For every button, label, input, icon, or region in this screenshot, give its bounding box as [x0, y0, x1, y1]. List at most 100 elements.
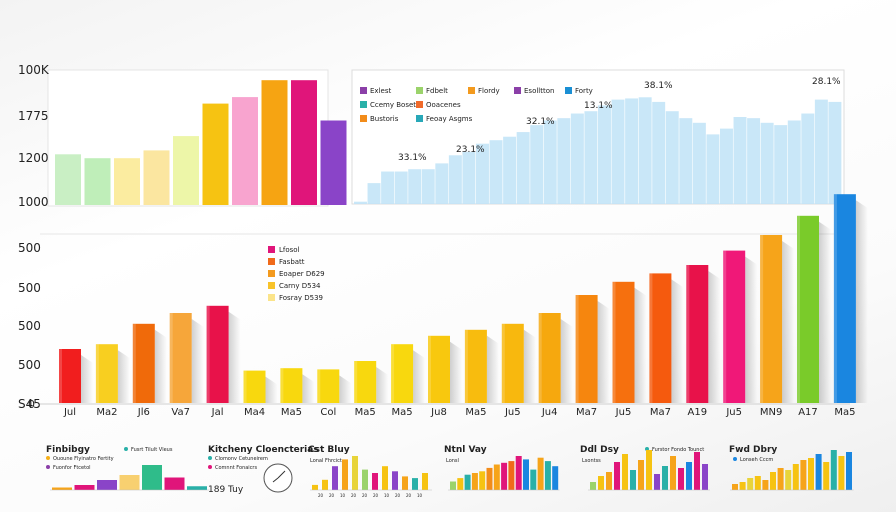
- area-column: [692, 122, 706, 204]
- bar: [575, 295, 598, 403]
- bar-shadow: [855, 200, 868, 403]
- bar-highlight: [575, 295, 579, 403]
- bar-highlight: [243, 370, 247, 403]
- annotation-label: 32.1%: [526, 117, 555, 127]
- legend-label: Forty: [575, 87, 593, 95]
- mini-bar: [646, 450, 652, 490]
- x-tick-label: Jul: [63, 407, 76, 418]
- bar: [320, 120, 347, 205]
- legend-label: Ooacenes: [426, 101, 461, 109]
- legend-label: Clomonv Cetuneirem: [215, 456, 268, 462]
- mini-bar: [523, 459, 529, 490]
- bar-shadow: [819, 221, 831, 403]
- bar: [132, 323, 155, 403]
- x-tick-label: Ma5: [355, 407, 376, 418]
- bar: [114, 158, 140, 205]
- y-tick-label: 500: [18, 319, 41, 333]
- bar-shadow: [339, 375, 352, 403]
- bar-highlight: [649, 273, 653, 403]
- mini-tick-label: 10: [340, 493, 346, 498]
- area-column: [720, 128, 733, 204]
- y-tick-label: 1200: [18, 151, 49, 165]
- bar-highlight: [169, 313, 173, 403]
- mini-bar: [662, 466, 668, 490]
- bar-highlight: [833, 194, 837, 403]
- mini-bar: [508, 461, 515, 490]
- mini-panel-title: Ddl Dsy: [580, 445, 619, 455]
- mini-tick-label: 20: [406, 493, 412, 498]
- bar-shadow: [117, 350, 130, 403]
- legend-dot: [208, 465, 212, 469]
- bar: [169, 313, 192, 403]
- bar: [649, 273, 672, 403]
- legend-label: Eoaper D629: [279, 270, 325, 278]
- x-tick-label: Ma5: [281, 407, 302, 418]
- legend-label: Flordy: [478, 87, 500, 95]
- x-tick-label: Ju5: [725, 407, 742, 418]
- area-column: [801, 113, 815, 204]
- x-tick-label: Col: [320, 407, 336, 418]
- mini-bar: [501, 462, 508, 490]
- bar-shadow: [634, 287, 647, 403]
- legend-label: Bustoris: [370, 115, 399, 123]
- area-column: [394, 171, 408, 204]
- mini-bar: [678, 468, 684, 490]
- legend-dot: [46, 456, 50, 460]
- legend-swatch: [416, 101, 423, 108]
- bar: [143, 150, 170, 205]
- mini-bar: [590, 482, 596, 490]
- bar-shadow: [708, 271, 721, 403]
- mini-bar: [362, 469, 368, 490]
- bar: [206, 305, 229, 403]
- bar-highlight: [354, 361, 358, 403]
- area-column: [733, 117, 747, 204]
- mini-bar: [392, 471, 398, 490]
- mini-bar: [823, 462, 830, 490]
- mini-bar: [694, 452, 700, 490]
- top-right-chart: Exlest Fdbelt Flordy Esolltton Forty Ccemy Bo…: [351, 69, 845, 205]
- mini-bar: [119, 475, 140, 490]
- bar: [55, 154, 81, 205]
- mini-bar: [614, 462, 620, 490]
- mini-panel-title: Fwd Dbry: [729, 445, 777, 455]
- mini-bar: [777, 468, 784, 490]
- x-tick-label: Ju4: [541, 407, 558, 418]
- legend-label: Ououne Flyinatro Fertity: [53, 456, 114, 462]
- mini-bar: [838, 456, 845, 490]
- legend-label: Fosray D539: [279, 294, 323, 302]
- area-column: [503, 136, 517, 204]
- mini-bar: [754, 476, 761, 490]
- legend-label: Fusrt Tilult Vleus: [131, 447, 173, 453]
- area-column: [652, 101, 666, 204]
- legend-label: Feoay Asgms: [426, 115, 473, 123]
- mini-tick-label: 20: [329, 493, 335, 498]
- x-tick-label: Ma7: [650, 407, 671, 418]
- legend-swatch: [468, 87, 475, 94]
- bar-shadow: [376, 367, 389, 403]
- x-tick-label: Ju5: [504, 407, 521, 418]
- area-column: [747, 118, 761, 204]
- bar-shadow: [154, 329, 167, 403]
- bar-highlight: [95, 344, 99, 403]
- mini-bar: [142, 465, 162, 490]
- mini-bar: [654, 474, 660, 490]
- bar: [686, 265, 709, 403]
- legend-swatch: [565, 87, 572, 94]
- bar-shadow: [265, 376, 278, 403]
- mini-bar: [638, 460, 644, 490]
- area-column: [516, 132, 530, 204]
- x-tick-label: Ma5: [465, 407, 486, 418]
- x-tick-label: Ju5: [615, 407, 632, 418]
- area-column: [706, 134, 720, 204]
- bar: [243, 370, 266, 403]
- bar: [354, 361, 377, 403]
- legend-label: Fuonfor Ftcetol: [53, 465, 91, 471]
- bar: [723, 250, 746, 403]
- mini-tick-label: 20: [373, 493, 379, 498]
- mini-bar: [747, 478, 754, 490]
- mini-panel-footer: 189 Tuy: [208, 485, 244, 495]
- mini-bar: [342, 459, 348, 490]
- bar-shadow: [745, 256, 758, 403]
- bar-shadow: [228, 311, 241, 403]
